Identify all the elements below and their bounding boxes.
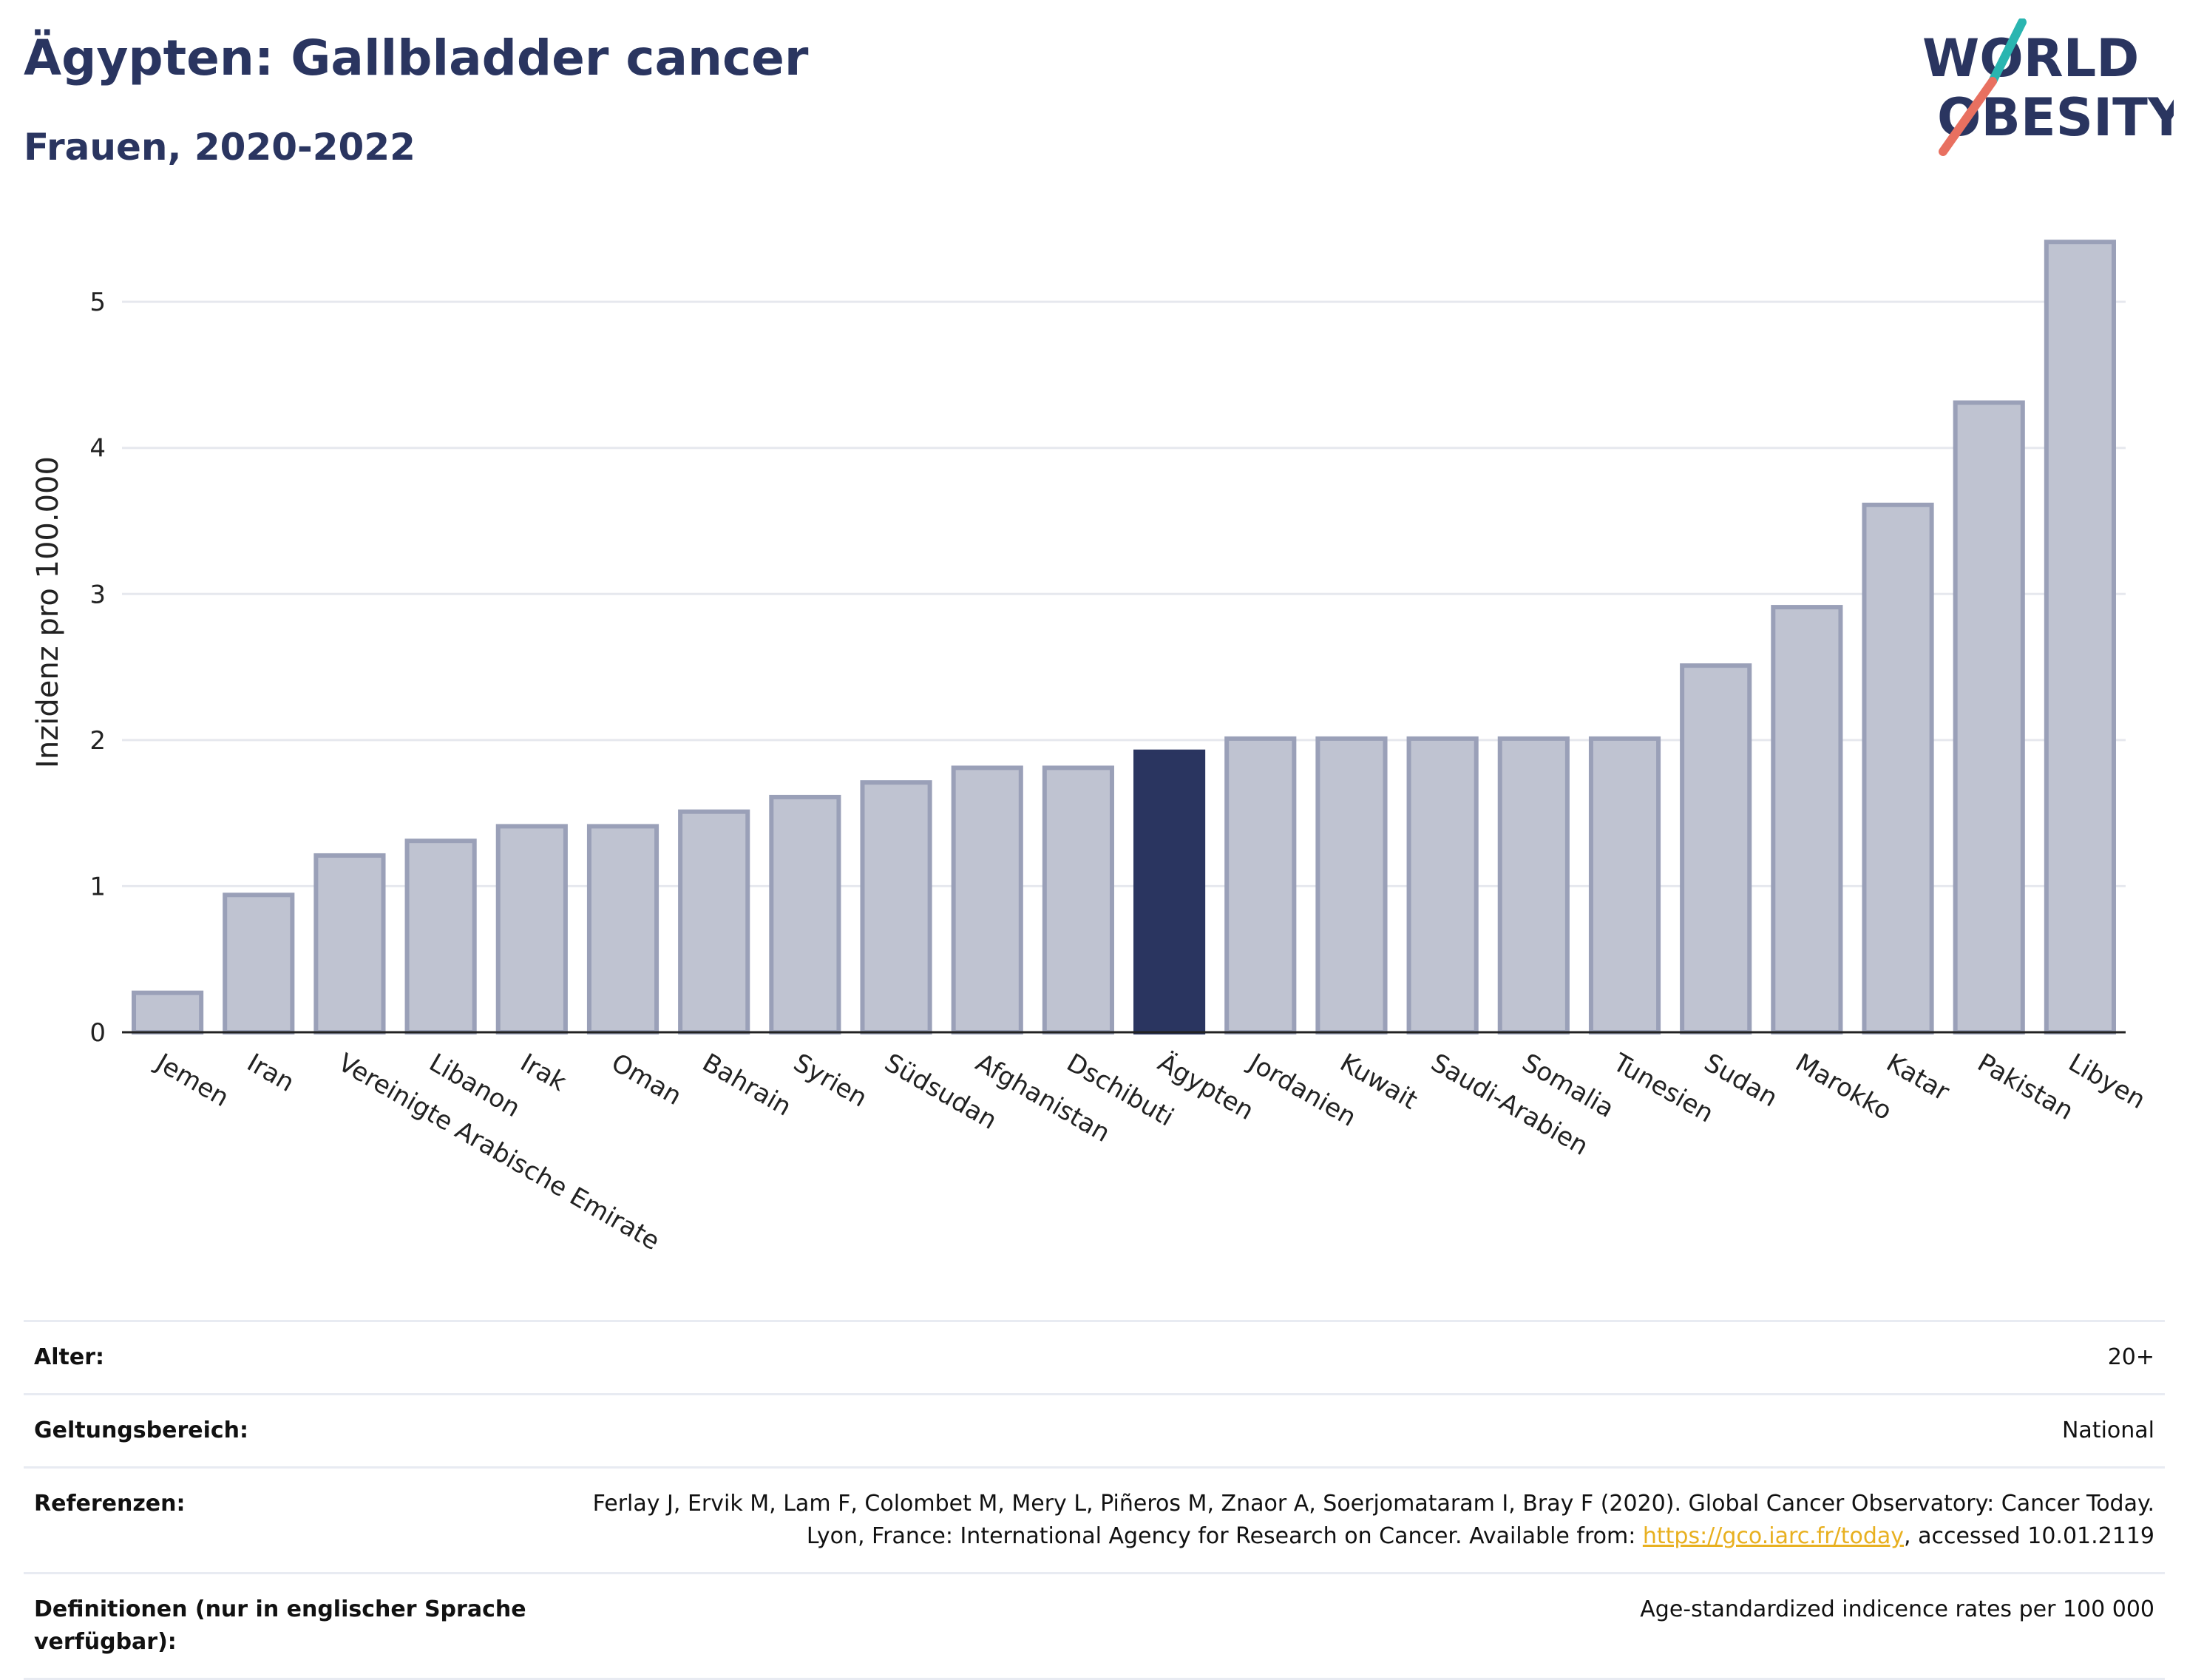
- bar-tunesien: [1588, 736, 1661, 1034]
- bar-chart: 0 1 2 3 4 5 Jemen Iran Vereinigte Arabische Emi…: [31, 240, 2150, 1256]
- meta-value-scope: National: [2061, 1418, 2154, 1443]
- x-tick-label: Irak: [515, 1048, 572, 1097]
- meta-row-age: Alter: 20+: [24, 1322, 2165, 1395]
- y-tick-label: 1: [89, 872, 106, 901]
- bar-libanon: [404, 839, 477, 1034]
- y-tick-label: 4: [89, 434, 106, 464]
- metadata-table: Alter: 20+ Geltungsbereich: National Ref…: [24, 1320, 2165, 1680]
- bar-afghanistan: [951, 765, 1023, 1035]
- x-tick-label: Vereinigte Arabische Emirate: [333, 1048, 664, 1256]
- page-title: Ägypten: Gallbladder cancer: [24, 30, 809, 87]
- logo-line-1: WORLD: [1922, 28, 2139, 89]
- x-tick-label: Jemen: [149, 1047, 234, 1113]
- meta-row-scope: Geltungsbereich: National: [24, 1395, 2165, 1469]
- references-text: Ferlay J, Ervik M, Lam F, Colombet M, Me…: [592, 1491, 2154, 1549]
- bar-marokko: [1771, 605, 1843, 1034]
- meta-label-scope: Geltungsbereich:: [34, 1418, 249, 1443]
- x-tick-label: Bahrain: [697, 1048, 796, 1122]
- meta-label-definitions: Definitionen (nur in englischer Sprache …: [34, 1596, 526, 1655]
- bar-südsudan: [860, 780, 932, 1034]
- bar-sudan: [1680, 663, 1752, 1035]
- x-tick-label: Pakistan: [1973, 1048, 2078, 1126]
- x-tick-label: Libyen: [2064, 1048, 2150, 1115]
- bar-somalia: [1497, 736, 1570, 1034]
- y-axis-ticks: 0 1 2 3 4 5: [89, 288, 106, 1048]
- y-tick-label: 3: [89, 580, 106, 609]
- chart-bars: [132, 240, 2116, 1035]
- meta-label-age: Alter:: [34, 1344, 104, 1370]
- meta-row-definitions: Definitionen (nur in englischer Sprache …: [24, 1574, 2165, 1680]
- references-accessed: , accessed 10.01.2119: [1904, 1523, 2154, 1549]
- meta-label-references: Referenzen:: [34, 1491, 186, 1517]
- bar-saudi-arabien: [1406, 736, 1479, 1034]
- bar-bahrain: [678, 809, 750, 1034]
- meta-value-definitions: Age-standardized indicence rates per 100…: [1640, 1596, 2154, 1622]
- bar-iran: [223, 892, 295, 1034]
- bar-ägypten: [1133, 749, 1206, 1035]
- x-tick-label: Syrien: [788, 1048, 872, 1113]
- page-subtitle: Frauen, 2020-2022: [24, 126, 416, 169]
- bar-jordanien: [1224, 736, 1297, 1034]
- meta-value-references: Ferlay J, Ervik M, Lam F, Colombet M, Me…: [587, 1488, 2154, 1553]
- bar-pakistan: [1953, 400, 2025, 1034]
- bar-syrien: [769, 794, 841, 1035]
- bar-dschibuti: [1042, 765, 1114, 1035]
- logo-slash-top: [1988, 18, 2027, 86]
- logo-slash-bottom: [1939, 77, 1997, 156]
- bar-oman: [586, 824, 660, 1034]
- x-tick-label: Tunesien: [1607, 1048, 1718, 1129]
- y-axis-title: Inzidenz pro 100.000: [31, 456, 65, 768]
- x-tick-label: Oman: [606, 1048, 687, 1111]
- x-tick-label: Iran: [242, 1048, 299, 1098]
- meta-value-age: 20+: [2107, 1344, 2154, 1370]
- y-tick-label: 2: [89, 726, 106, 756]
- bar-vereinigte-arabische-emirate: [313, 853, 386, 1034]
- x-axis-ticks: Jemen Iran Vereinigte Arabische Emirate Lib…: [149, 1047, 2150, 1256]
- references-link[interactable]: https://gco.iarc.fr/today: [1642, 1523, 1905, 1549]
- bar-jemen: [132, 990, 204, 1034]
- world-obesity-logo: WORLD OBESITY: [1922, 18, 2174, 156]
- bar-libyen: [2044, 240, 2116, 1035]
- x-tick-label: Marokko: [1790, 1048, 1896, 1126]
- y-tick-label: 0: [89, 1018, 106, 1048]
- bar-irak: [495, 824, 568, 1034]
- bar-katar: [1862, 502, 1934, 1034]
- bar-kuwait: [1315, 736, 1388, 1034]
- meta-row-references: Referenzen: Ferlay J, Ervik M, Lam F, Co…: [24, 1469, 2165, 1574]
- y-tick-label: 5: [89, 288, 106, 317]
- x-tick-label: Saudi-Arabien: [1426, 1048, 1593, 1162]
